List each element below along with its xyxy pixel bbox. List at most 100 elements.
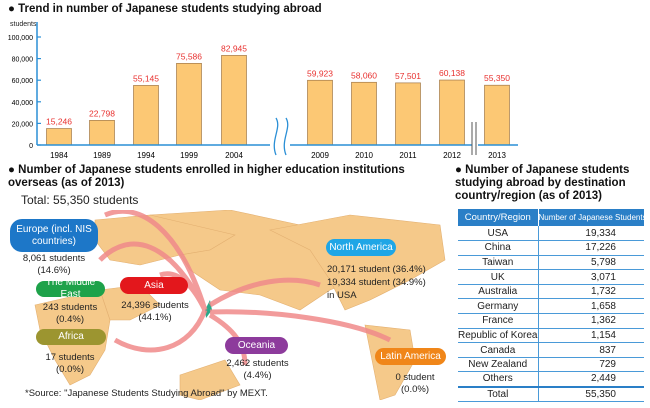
data-label: 55,350 — [484, 73, 510, 83]
bar — [133, 85, 159, 146]
cell-country: China — [458, 240, 539, 256]
y-tick-label: 20,000 — [12, 121, 34, 128]
data-label: 57,501 — [395, 71, 421, 81]
data-label: 75,586 — [176, 51, 202, 61]
arrow-latin-america — [209, 309, 392, 343]
region-europe: Europe (incl. NIS countries) — [10, 219, 98, 252]
oceania-count: 2,462 students (4.4%) — [226, 358, 289, 381]
region-north-america: North America — [326, 239, 396, 256]
north-america-shape — [269, 214, 446, 311]
region-latin-america: Latin America — [375, 348, 446, 365]
map-total: Total: 55,350 students — [21, 193, 139, 207]
bar — [484, 84, 510, 146]
x-tick-label: 1994 — [137, 151, 155, 160]
latin-america-count: 0 student (0.0%) — [395, 372, 435, 395]
x-tick-label: 2004 — [225, 151, 243, 160]
table-row: France 1,362 — [458, 313, 644, 329]
cell-country: Germany — [458, 298, 539, 315]
bar — [439, 79, 465, 146]
source-note: *Source: "Japanese Students Studying Abr… — [25, 388, 268, 399]
bar — [89, 120, 115, 146]
y-tick-label: 0 — [29, 143, 33, 150]
region-africa: Africa — [36, 329, 106, 345]
cell-country: Taiwan — [458, 255, 539, 271]
cell-count: 19,334 — [538, 226, 644, 242]
cell-count: 1,732 — [538, 284, 644, 300]
bar-chart-title: ● Trend in number of Japanese students s… — [8, 3, 322, 15]
cell-count: 1,362 — [538, 313, 644, 329]
axis-break-icon — [283, 117, 289, 156]
region-oceania: Oceania — [225, 337, 288, 354]
cell-count: 17,226 — [538, 240, 644, 256]
table-row: Taiwan 5,798 — [458, 255, 644, 271]
table-row: Others 2,449 — [458, 371, 644, 388]
bar — [351, 81, 377, 146]
table-row: Germany 1,658 — [458, 298, 644, 315]
cell-country: UK — [458, 269, 539, 285]
table-row: Australia 1,732 — [458, 284, 644, 300]
data-label: 55,145 — [133, 73, 159, 83]
data-label: 82,945 — [221, 43, 247, 53]
data-label: 58,060 — [351, 70, 377, 80]
australia-shape — [179, 359, 241, 400]
y-tick-label: 80,000 — [12, 57, 34, 64]
cell-count: 1,658 — [538, 298, 644, 315]
arrow-africa — [113, 309, 208, 353]
bar-chart: 0 20,000 40,000 60,000 80,000 100,000 15,246 19… — [8, 22, 518, 160]
x-tick-label: 2011 — [399, 151, 417, 160]
middle-east-count: 243 students (0.4%) — [42, 302, 98, 325]
table-row: UK 3,071 — [458, 269, 644, 285]
y-tick-label: 60,000 — [12, 78, 34, 85]
x-tick-label: 2009 — [311, 151, 329, 160]
north-america-count: 20,171 student (36.4%) 19,334 student (34… — [327, 264, 426, 301]
cell-country: France — [458, 313, 539, 329]
africa-count: 17 students (0.0%) — [45, 352, 95, 375]
x-tick-label: 1989 — [93, 151, 111, 160]
cell-country: Others — [458, 371, 539, 388]
bar — [307, 79, 333, 146]
cell-country: New Zealand — [458, 357, 539, 373]
cell-count: 729 — [538, 357, 644, 373]
col-country: Country/Region — [458, 209, 539, 226]
asia-count: 24,396 students (44.1%) — [121, 300, 189, 323]
cell-count: 3,071 — [538, 269, 644, 285]
x-tick-label: 2010 — [355, 151, 373, 160]
region-asia: Asia — [120, 277, 188, 294]
col-count: Number of Japanese Students — [538, 209, 644, 226]
bar — [176, 63, 202, 146]
arrow-north-america — [208, 277, 321, 308]
total-label: Total — [458, 385, 539, 402]
bar — [46, 128, 72, 146]
cell-count: 5,798 — [538, 255, 644, 271]
destination-table: Country/Region Number of Japanese Student… — [458, 209, 644, 402]
table-title: ● Number of Japanese students studying a… — [455, 164, 630, 202]
data-label: 60,138 — [439, 68, 465, 78]
table-row: China 17,226 — [458, 240, 644, 256]
region-middle-east: The Middle East — [36, 277, 105, 300]
europe-count: 8,061 students (14.6%) — [22, 253, 86, 276]
map-title: ● Number of Japanese students enrolled i… — [8, 164, 405, 189]
cell-count: 2,449 — [538, 371, 644, 388]
x-tick-label: 1999 — [180, 151, 198, 160]
table-row: Republic of Korea 1,154 — [458, 328, 644, 344]
y-axis-label: students — [10, 21, 37, 28]
table-row: New Zealand 729 — [458, 357, 644, 373]
y-tick-label: 40,000 — [12, 100, 34, 107]
table-row: USA 19,334 — [458, 226, 644, 242]
table-total-row: Total 55,350 — [458, 385, 644, 402]
bar — [395, 82, 421, 146]
y-tick-label: 100,000 — [8, 35, 33, 42]
data-label: 22,798 — [89, 108, 115, 118]
bar — [221, 55, 247, 146]
x-tick-label: 2012 — [443, 151, 461, 160]
cell-count: 837 — [538, 342, 644, 358]
cell-country: Canada — [458, 342, 539, 358]
cell-country: Republic of Korea — [458, 328, 539, 344]
x-tick-label: 1984 — [50, 151, 68, 160]
arrow-europe — [104, 210, 208, 311]
total-count: 55,350 — [538, 385, 644, 402]
data-label: 15,246 — [46, 117, 72, 127]
data-label: 59,923 — [307, 68, 333, 78]
x-tick-label: 2013 — [488, 151, 506, 160]
cell-count: 1,154 — [538, 328, 644, 344]
